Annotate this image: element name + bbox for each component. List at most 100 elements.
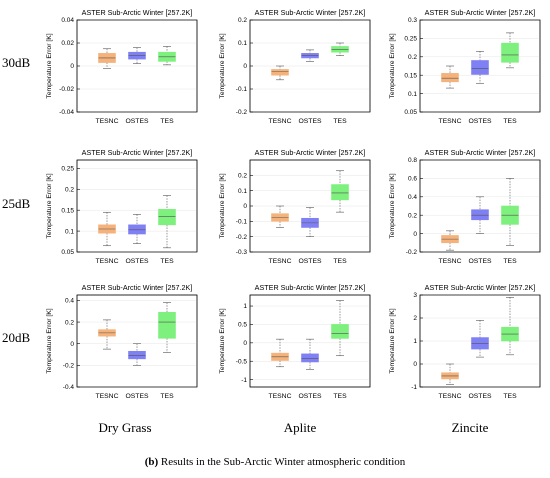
col-label-zincite: Zincite [451, 420, 489, 435]
caption-label: (b) [144, 456, 159, 468]
plot-frame [249, 294, 371, 388]
subplot-title: ASTER Sub-Arctic Winter [257.2K] [255, 283, 366, 292]
subplot-7: ASTER Sub-Arctic Winter [257.2K] -0.4 -0.2… [46, 283, 198, 400]
y-tick-label: 1 [413, 338, 417, 345]
plot-border [76, 19, 198, 113]
plot-border [76, 159, 198, 253]
x-tick-label: TESNC [268, 118, 291, 125]
y-tick-label: -1 [411, 384, 417, 391]
subplot-title: ASTER Sub-Arctic Winter [257.2K] [255, 8, 366, 17]
box-ostes [128, 350, 146, 360]
y-axis-label: Temperature Error [K] [219, 33, 226, 98]
plot-border [249, 19, 371, 113]
row-label-20db: 20dB [2, 330, 31, 345]
y-tick-label: 3 [413, 292, 417, 299]
plot-border [76, 294, 198, 388]
plot-border [419, 159, 541, 253]
plot-frame [76, 294, 198, 388]
y-tick-label: 0.05 [61, 249, 74, 256]
x-tick-label: TES [160, 118, 174, 125]
y-tick-label: -0.4 [63, 384, 75, 391]
y-tick-label: 0 [70, 63, 74, 70]
y-tick-label: 0.1 [238, 188, 247, 195]
y-tick-label: 0.5 [238, 322, 247, 329]
subplot-4: ASTER Sub-Arctic Winter [257.2K] 0.05 0.1 0… [46, 148, 198, 265]
box-tes [331, 184, 349, 201]
y-tick-label: 0 [243, 203, 247, 210]
y-tick-label: 0.2 [408, 54, 417, 61]
y-tick-label: -0.5 [236, 358, 248, 365]
y-tick-label: 0.15 [404, 72, 417, 79]
x-tick-label: OSTES [125, 393, 149, 400]
plot-border [419, 294, 541, 388]
x-tick-label: OSTES [298, 258, 322, 265]
y-tick-label: 0.02 [61, 40, 74, 47]
x-tick-label: TESNC [268, 393, 291, 400]
y-tick-label: 0 [413, 231, 417, 238]
y-axis-label: Temperature Error [K] [389, 308, 396, 373]
y-tick-label: -0.04 [59, 109, 74, 116]
y-tick-label: -0.2 [63, 363, 75, 370]
y-axis-label: Temperature Error [K] [46, 308, 53, 373]
y-axis-label: Temperature Error [K] [389, 173, 396, 238]
x-tick-label: TES [333, 393, 347, 400]
x-tick-label: OSTES [468, 393, 492, 400]
box-ostes [128, 224, 146, 235]
box-tes [158, 312, 176, 339]
col-label-aplite: Aplite [283, 420, 317, 435]
subplot-title: ASTER Sub-Arctic Winter [257.2K] [82, 148, 193, 157]
subplot-5: ASTER Sub-Arctic Winter [257.2K] -0.3 -0.2… [219, 148, 371, 265]
x-tick-label: OSTES [468, 258, 492, 265]
x-tick-label: TESNC [438, 118, 461, 125]
x-tick-label: OSTES [468, 118, 492, 125]
y-tick-label: 0.8 [408, 157, 417, 164]
y-tick-label: 1 [243, 303, 247, 310]
plot-border [249, 294, 371, 388]
subplot-title: ASTER Sub-Arctic Winter [257.2K] [255, 148, 366, 157]
y-tick-label: -1 [241, 377, 247, 384]
box-tesnc [441, 73, 459, 83]
x-tick-label: TES [503, 118, 517, 125]
y-tick-label: 0.3 [408, 17, 417, 24]
y-tick-label: 0.2 [238, 17, 247, 24]
y-tick-label: -0.2 [406, 249, 418, 256]
subplot-1: ASTER Sub-Arctic Winter [257.2K] -0.04 -0.… [46, 8, 198, 125]
row-label-25db: 25dB [2, 196, 31, 211]
y-tick-label: -0.3 [236, 249, 248, 256]
x-tick-label: OSTES [125, 118, 149, 125]
y-tick-label: -0.1 [236, 219, 248, 226]
x-tick-label: TESNC [95, 118, 118, 125]
plot-border [249, 159, 371, 253]
x-tick-label: TES [160, 393, 174, 400]
box-tes [501, 42, 519, 63]
y-tick-label: -0.2 [236, 109, 248, 116]
x-tick-label: TESNC [95, 258, 118, 265]
x-tick-label: TES [333, 258, 347, 265]
y-tick-label: 0.2 [408, 212, 417, 219]
y-axis-label: Temperature Error [K] [219, 308, 226, 373]
y-tick-label: 0.2 [65, 319, 74, 326]
figure-caption: (b) Results in the Sub-Arctic Winter atm… [0, 456, 550, 468]
y-tick-label: 0.6 [408, 176, 417, 183]
subplot-9: ASTER Sub-Arctic Winter [257.2K] -1 0 1 2 3 Te… [389, 283, 541, 400]
y-tick-label: 0 [243, 340, 247, 347]
y-tick-label: 0.25 [404, 36, 417, 43]
subplot-title: ASTER Sub-Arctic Winter [257.2K] [425, 283, 536, 292]
box-tes [158, 209, 176, 226]
plot-border [419, 19, 541, 113]
subplot-2: ASTER Sub-Arctic Winter [257.2K] -0.2 -0.1… [219, 8, 371, 125]
y-tick-label: 0 [243, 63, 247, 70]
x-tick-label: TESNC [438, 393, 461, 400]
subplot-title: ASTER Sub-Arctic Winter [257.2K] [425, 8, 536, 17]
y-tick-label: 0.1 [408, 91, 417, 98]
y-tick-label: -0.1 [236, 86, 248, 93]
subplot-title: ASTER Sub-Arctic Winter [257.2K] [82, 8, 193, 17]
y-tick-label: 0.25 [61, 166, 74, 173]
x-tick-label: TESNC [438, 258, 461, 265]
x-tick-label: TES [160, 258, 174, 265]
box-tes [331, 324, 349, 339]
subplot-3: ASTER Sub-Arctic Winter [257.2K] 0.05 0.1 0… [389, 8, 541, 125]
y-tick-label: 0.2 [65, 186, 74, 193]
x-tick-label: TES [333, 118, 347, 125]
